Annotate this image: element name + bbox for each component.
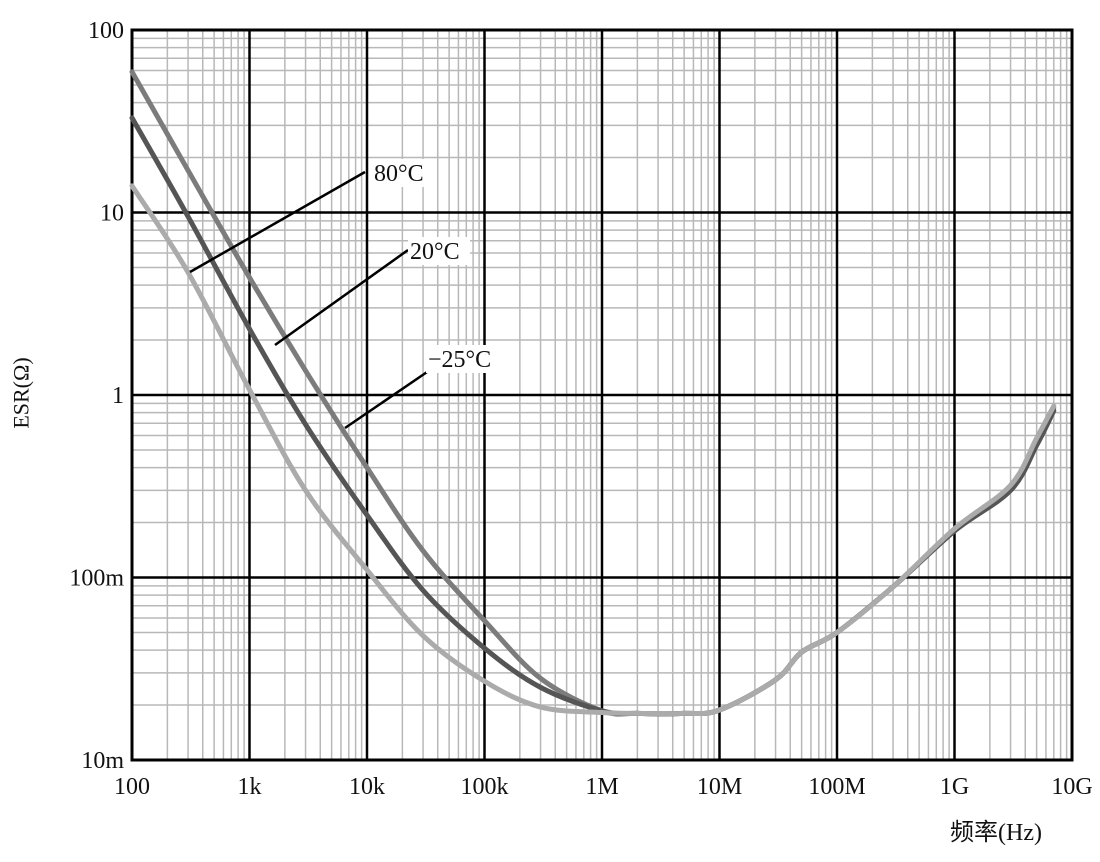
x-tick-label: 1G <box>940 774 969 800</box>
y-tick-label: 100 <box>88 18 124 44</box>
series-line-80C <box>129 183 1057 717</box>
annotation-label: −25°C <box>428 347 491 373</box>
y-tick-label: 100m <box>69 566 124 592</box>
annotation-label-background <box>372 159 434 187</box>
x-tick-label: 1M <box>585 774 618 800</box>
y-tick-label: 1 <box>112 383 124 409</box>
y-tick-label: 10m <box>81 748 124 774</box>
plot-frame <box>130 28 1074 762</box>
y-axis-label: ESR(Ω) <box>8 357 34 429</box>
annotation-label-background <box>408 237 470 265</box>
x-tick-label: 1k <box>238 774 262 800</box>
x-tick-label: 100k <box>461 774 509 800</box>
annotation-label: 20°C <box>410 239 460 265</box>
x-tick-label: 100 <box>114 774 150 800</box>
annotation-leader-line <box>344 368 431 430</box>
annotation-leader-line <box>189 170 366 274</box>
annotation-leader-line <box>274 248 409 347</box>
annotation-label-background <box>426 345 502 373</box>
x-tick-label: 100M <box>808 774 865 800</box>
x-tick-label: 10G <box>1051 774 1092 800</box>
series-line-20C <box>129 115 1057 717</box>
x-axis-label: 频率(Hz) <box>950 820 1042 846</box>
x-tick-label: 10M <box>697 774 742 800</box>
annotation-label: 80°C <box>374 161 424 187</box>
x-tick-label: 10k <box>349 774 385 800</box>
y-tick-label: 10 <box>100 201 124 227</box>
